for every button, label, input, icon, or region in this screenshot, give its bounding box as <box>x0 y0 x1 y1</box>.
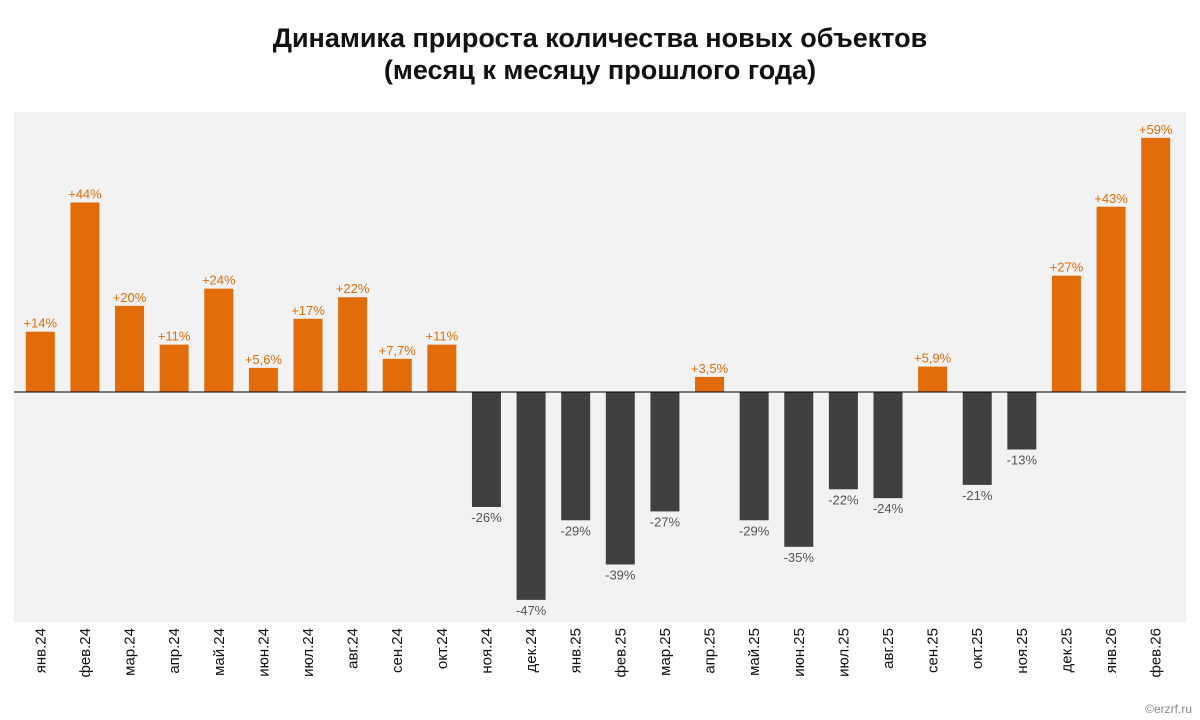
data-label-18: -35% <box>784 550 815 565</box>
bar-19 <box>828 392 858 490</box>
x-tick-label-8: авг.24 <box>345 628 362 669</box>
x-tick-label-19: июл.25 <box>835 628 852 677</box>
data-label-8: +22% <box>336 281 370 296</box>
data-label-19: -22% <box>828 492 859 507</box>
x-tick-label-2: фев.24 <box>77 628 94 678</box>
data-label-15: -27% <box>650 514 681 529</box>
data-label-22: -21% <box>962 488 993 503</box>
data-label-26: +59% <box>1139 122 1173 137</box>
data-label-16: +3,5% <box>691 361 729 376</box>
data-label-9: +7,7% <box>379 343 417 358</box>
bar-3 <box>115 305 145 392</box>
data-label-17: -29% <box>739 523 770 538</box>
x-tick-label-21: сен.25 <box>925 628 942 673</box>
data-label-2: +44% <box>68 186 102 201</box>
x-tick-label-5: май.24 <box>211 628 228 676</box>
data-label-1: +14% <box>23 316 57 331</box>
bar-8 <box>338 297 368 392</box>
x-tick-label-25: янв.26 <box>1103 628 1120 673</box>
bar-22 <box>962 392 992 485</box>
data-label-10: +11% <box>426 329 459 344</box>
bar-17 <box>739 392 769 521</box>
bar-9 <box>382 358 412 392</box>
x-tick-label-9: сен.24 <box>389 628 406 673</box>
x-tick-label-16: апр.25 <box>702 628 719 674</box>
bar-4 <box>159 344 189 392</box>
data-label-6: +5,6% <box>245 352 283 367</box>
bar-24 <box>1051 275 1081 392</box>
bar-26 <box>1141 137 1171 392</box>
x-tick-label-20: авг.25 <box>880 628 897 669</box>
x-tick-label-24: дек.25 <box>1058 628 1075 673</box>
data-label-13: -29% <box>561 523 592 538</box>
data-label-7: +17% <box>291 303 325 318</box>
data-label-21: +5,9% <box>914 351 952 366</box>
chart-title-line-1: Динамика прироста количества новых объек… <box>272 23 928 53</box>
bar-13 <box>561 392 591 521</box>
bar-12 <box>516 392 546 600</box>
bar-5 <box>204 288 234 392</box>
x-tick-label-15: мар.25 <box>657 628 674 676</box>
bar-14 <box>605 392 635 565</box>
plot-area <box>14 112 1186 622</box>
x-tick-label-18: июн.25 <box>791 628 808 677</box>
bar-15 <box>650 392 680 512</box>
bar-20 <box>873 392 903 499</box>
data-label-14: -39% <box>605 568 636 583</box>
data-label-3: +20% <box>113 290 147 305</box>
x-tick-label-6: июн.24 <box>255 628 272 677</box>
x-tick-label-13: янв.25 <box>568 628 585 673</box>
x-tick-label-10: окт.24 <box>434 628 451 669</box>
data-label-24: +27% <box>1050 260 1084 275</box>
x-tick-label-12: дек.24 <box>523 628 540 673</box>
data-label-5: +24% <box>202 273 236 288</box>
data-label-20: -24% <box>873 501 904 516</box>
data-label-23: -13% <box>1007 453 1038 468</box>
bar-6 <box>248 367 278 392</box>
x-tick-label-23: ноя.25 <box>1014 628 1031 674</box>
chart-title: Динамика прироста количества новых объек… <box>0 22 1200 86</box>
data-label-4: +11% <box>158 329 191 344</box>
x-tick-label-26: фев.26 <box>1148 628 1165 678</box>
bar-21 <box>918 366 948 392</box>
data-label-11: -26% <box>471 510 502 525</box>
copyright-credit: ©erzrf.ru <box>1145 702 1192 716</box>
x-tick-label-22: окт.25 <box>969 628 986 669</box>
bar-23 <box>1007 392 1037 450</box>
bar-7 <box>293 318 323 392</box>
x-tick-label-1: янв.24 <box>32 628 49 673</box>
bar-16 <box>695 376 725 392</box>
bar-11 <box>471 392 501 507</box>
x-tick-label-7: июл.24 <box>300 628 317 677</box>
data-label-12: -47% <box>516 603 547 618</box>
x-tick-label-17: май.25 <box>746 628 763 676</box>
bar-18 <box>784 392 814 547</box>
bar-25 <box>1096 206 1126 392</box>
bar-2 <box>70 202 100 392</box>
x-tick-label-3: мар.24 <box>122 628 139 676</box>
bar-10 <box>427 344 457 392</box>
x-tick-label-11: ноя.24 <box>478 628 495 674</box>
data-label-25: +43% <box>1094 191 1128 206</box>
x-tick-label-4: апр.24 <box>166 628 183 674</box>
x-tick-label-14: фев.25 <box>612 628 629 678</box>
bar-1 <box>25 331 55 392</box>
chart-title-line-2: (месяц к месяцу прошлого года) <box>383 55 817 85</box>
